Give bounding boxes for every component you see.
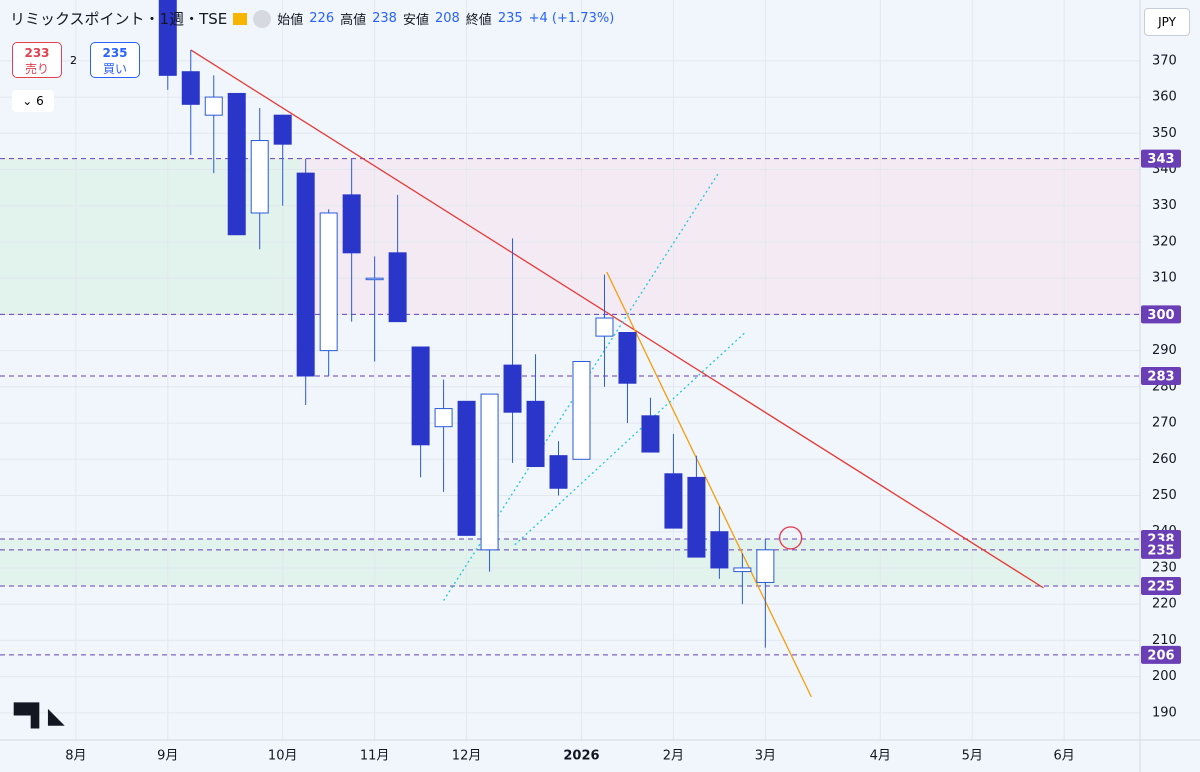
x-tick-label: 10月: [268, 749, 298, 764]
level-label: 300: [1147, 308, 1174, 323]
x-tick-label: 2月: [663, 749, 684, 764]
x-tick-label: 2026: [563, 749, 599, 764]
y-tick-label: 350: [1152, 126, 1177, 141]
hide-button[interactable]: [253, 9, 272, 28]
x-tick-label: 5月: [962, 749, 983, 764]
spread: 2: [70, 54, 77, 67]
logo[interactable]: ▀▌◣: [14, 704, 65, 729]
x-tick-label: 6月: [1054, 749, 1075, 764]
low-value: 208: [434, 11, 460, 26]
marker: [778, 526, 803, 550]
low-label: 安値: [402, 13, 429, 28]
buy-price: 235: [102, 46, 128, 60]
candle-body: [687, 476, 706, 558]
high-value: 238: [372, 11, 397, 26]
x-tick-label: 9月: [157, 749, 178, 764]
open-value: 226: [309, 11, 335, 26]
y-tick-label: 320: [1152, 234, 1177, 249]
candle-body: [250, 140, 269, 214]
level-label-bg: [1141, 645, 1181, 664]
buy-label: 買い: [102, 62, 127, 76]
level-label-bg: [1141, 577, 1181, 596]
x-tick-label: 12月: [452, 749, 482, 764]
candle-body: [457, 400, 476, 536]
level-label-bg: [1141, 540, 1181, 559]
trendline: [606, 271, 812, 698]
y-tick-label: 220: [1152, 597, 1177, 612]
candle-body: [756, 549, 775, 583]
y-tick-label: 200: [1152, 669, 1177, 684]
x-tick-label: 11月: [360, 749, 390, 764]
candle-body: [618, 332, 637, 384]
level-label: 225: [1147, 580, 1174, 595]
open-label: 始値: [277, 13, 304, 28]
candle-body: [411, 346, 430, 446]
y-tick-label: 210: [1152, 633, 1177, 648]
y-tick-label: 360: [1152, 90, 1177, 105]
close-label: 終値: [465, 13, 492, 28]
y-tick-label: 330: [1152, 198, 1177, 213]
level-label-bg: [1141, 366, 1181, 385]
zone: [0, 538, 1140, 587]
y-tick-label: 370: [1152, 53, 1177, 68]
candle-body: [480, 393, 499, 551]
candle-body: [572, 360, 591, 460]
candle-body: [388, 252, 407, 323]
candle-body: [664, 473, 683, 529]
x-tick-label: 8月: [65, 749, 86, 764]
high-label: 高値: [340, 13, 367, 28]
level-label: 235: [1147, 543, 1174, 558]
currency-button[interactable]: JPY: [1144, 8, 1190, 36]
candle-body: [296, 172, 315, 377]
y-tick-label: 230: [1152, 560, 1177, 575]
candle-body: [158, 0, 177, 76]
candle-body: [434, 408, 453, 428]
x-tick-label: 3月: [755, 749, 776, 764]
currency: JPY: [1158, 15, 1176, 29]
y-tick-label: 290: [1152, 343, 1177, 358]
level-label-bg: [1141, 149, 1181, 168]
sell-price: 233: [24, 46, 50, 60]
candle-body: [181, 71, 200, 105]
indicator-count: 6: [36, 94, 44, 108]
candle-body: [733, 567, 752, 573]
change: +4 (+1.73%): [528, 11, 615, 26]
flag[interactable]: [233, 12, 248, 25]
sell-button[interactable]: 233 売り: [12, 42, 62, 78]
candle-body: [549, 455, 568, 489]
candle-body: [227, 92, 246, 236]
indicator-toggle[interactable]: ⌄ 6: [12, 90, 54, 112]
candle-body: [641, 415, 660, 453]
candle-body: [319, 212, 338, 352]
y-tick-label: 190: [1152, 705, 1177, 720]
candle-body: [503, 364, 522, 413]
candle-body: [204, 96, 223, 116]
candle-body: [595, 317, 614, 337]
candle-body: [342, 194, 361, 254]
level-label: 283: [1147, 369, 1174, 384]
sell-label: 売り: [24, 62, 49, 76]
y-tick-label: 260: [1152, 452, 1177, 467]
x-tick-label: 4月: [870, 749, 891, 764]
buy-button[interactable]: 235 買い: [90, 42, 140, 78]
level-label: 343: [1147, 152, 1174, 167]
header: リミックスポイント・1週・TSE 始値 226 高値 238 安値 208 終値 235…: [10, 8, 614, 29]
symbol-title: リミックスポイント・1週・TSE: [10, 10, 228, 28]
y-tick-label: 250: [1152, 488, 1177, 503]
trendline: [190, 49, 1044, 589]
zone: [301, 158, 1140, 315]
trendline: [514, 332, 746, 546]
y-tick-label: 310: [1152, 271, 1177, 286]
y-tick-label: 270: [1152, 416, 1177, 431]
candle-body: [365, 277, 384, 281]
level-label-bg: [1141, 305, 1181, 324]
candle-body: [526, 400, 545, 468]
candle-body: [710, 531, 729, 569]
candle-body: [273, 114, 292, 145]
level-label: 206: [1147, 648, 1174, 663]
close-value: 235: [497, 11, 523, 26]
